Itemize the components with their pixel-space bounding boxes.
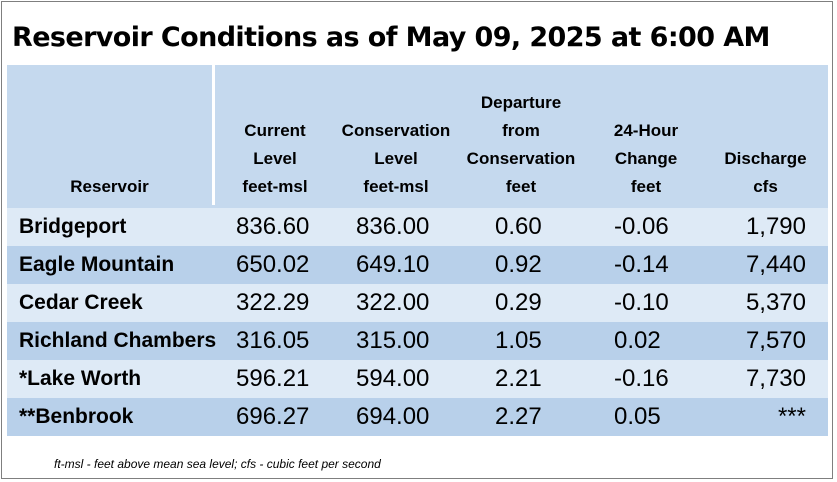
cell-conservation: 322.00: [356, 289, 430, 316]
header-discharge: Discharge cfs: [713, 145, 818, 201]
cell-departure: 0.60: [495, 213, 542, 240]
cell-conservation: 694.00: [356, 403, 430, 430]
header-line: cfs: [753, 177, 778, 196]
cell-current: 596.21: [236, 365, 310, 392]
header-24hour-change: 24-Hour Change feet: [601, 117, 691, 201]
header-line: feet-msl: [363, 177, 429, 196]
cell-departure: 0.29: [495, 289, 542, 316]
header-line: Current: [244, 121, 306, 140]
reservoir-name: **Benbrook: [19, 405, 134, 428]
header-line: Conservation: [341, 121, 451, 140]
header-divider: [212, 65, 215, 205]
header-line: feet: [630, 177, 662, 196]
cell-departure: 1.05: [495, 327, 542, 354]
table-header: Reservoir Current Level feet-msl Conservat…: [7, 65, 828, 205]
header-departure: Departure from Conservation feet: [459, 89, 583, 201]
header-line: feet: [505, 177, 537, 196]
header-line: Level: [253, 149, 297, 168]
reservoir-name: Bridgeport: [19, 215, 127, 238]
header-current-level: Current Level feet-msl: [220, 117, 330, 201]
cell-departure: 2.21: [495, 365, 542, 392]
cell-discharge: 7,440: [745, 251, 806, 278]
cell-discharge: 7,570: [745, 327, 806, 354]
cell-departure: 2.27: [495, 403, 542, 430]
cell-discharge: ***: [777, 403, 806, 430]
page-title: Reservoir Conditions as of May 09, 2025 …: [12, 22, 770, 53]
table-row: Eagle Mountain 650.02 649.10 0.92 -0.14 7,440: [7, 246, 828, 284]
reservoir-name: *Lake Worth: [19, 367, 142, 390]
cell-conservation: 836.00: [356, 213, 430, 240]
reservoir-table: Reservoir Current Level feet-msl Conservat…: [7, 65, 828, 436]
table-row: *Lake Worth 596.21 594.00 2.21 -0.16 7,730: [7, 360, 828, 398]
cell-departure: 0.92: [495, 251, 542, 278]
header-line: Level: [374, 149, 418, 168]
cell-current: 696.27: [236, 403, 310, 430]
header-reservoir: Reservoir: [7, 173, 212, 201]
cell-conservation: 594.00: [356, 365, 430, 392]
cell-current: 316.05: [236, 327, 310, 354]
reservoir-name: Richland Chambers: [19, 329, 217, 352]
cell-conservation: 649.10: [356, 251, 430, 278]
header-line: Departure: [480, 93, 562, 112]
reservoir-name: Cedar Creek: [19, 291, 143, 314]
cell-current: 650.02: [236, 251, 310, 278]
cell-change: -0.10: [614, 289, 669, 316]
header-line: Change: [614, 149, 678, 168]
footnote: ft-msl - feet above mean sea level; cfs …: [54, 457, 381, 471]
cell-discharge: 5,370: [745, 289, 806, 316]
header-line: feet-msl: [242, 177, 308, 196]
header-line: Conservation: [466, 149, 576, 168]
cell-conservation: 315.00: [356, 327, 430, 354]
header-line: Discharge: [724, 149, 807, 168]
header-line: from: [502, 121, 540, 140]
header-line: Reservoir: [70, 177, 149, 196]
table-row: Cedar Creek 322.29 322.00 0.29 -0.10 5,370: [7, 284, 828, 322]
cell-discharge: 1,790: [745, 213, 806, 240]
cell-current: 836.60: [236, 213, 310, 240]
cell-change: 0.05: [614, 403, 661, 430]
header-line: 24-Hour: [613, 121, 679, 140]
cell-discharge: 7,730: [745, 365, 806, 392]
table-row: Richland Chambers 316.05 315.00 1.05 0.02 7,5…: [7, 322, 828, 360]
table-row: **Benbrook 696.27 694.00 2.27 0.05 ***: [7, 398, 828, 436]
cell-change: -0.06: [614, 213, 669, 240]
cell-change: -0.14: [614, 251, 669, 278]
reservoir-name: Eagle Mountain: [19, 253, 175, 276]
table-row: Bridgeport 836.60 836.00 0.60 -0.06 1,790: [7, 208, 828, 246]
cell-change: 0.02: [614, 327, 661, 354]
cell-change: -0.16: [614, 365, 669, 392]
header-conservation-level: Conservation Level feet-msl: [337, 117, 455, 201]
cell-current: 322.29: [236, 289, 310, 316]
